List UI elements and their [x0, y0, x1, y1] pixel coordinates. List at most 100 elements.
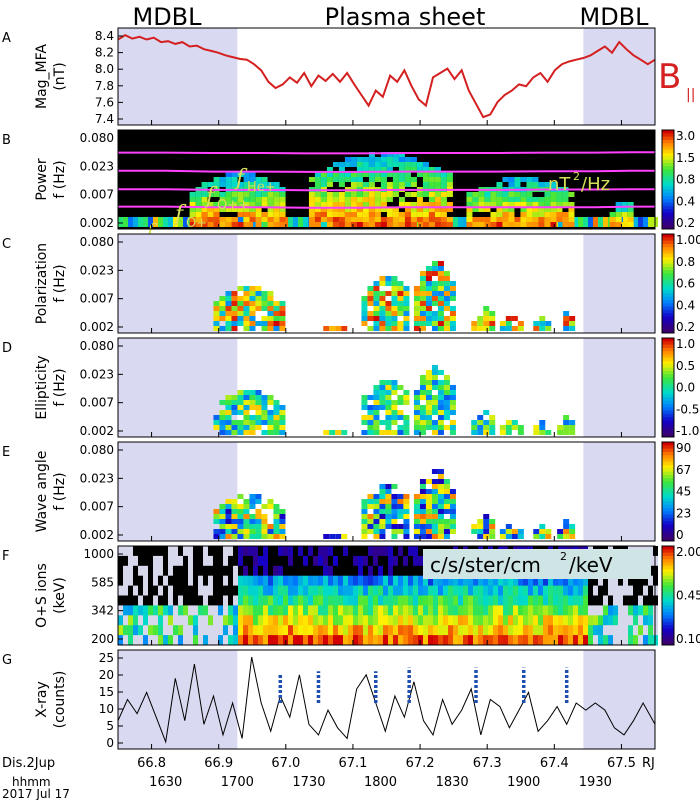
panel-f-spectrogram-cell — [148, 555, 153, 567]
panel-c-spectrogram-cell — [255, 321, 262, 326]
panel-f-spectrogram-cell — [518, 575, 523, 587]
panel-b-spectrogram-cell — [514, 222, 521, 227]
panel-f-spectrogram-cell — [328, 635, 333, 646]
panel-c-spectrogram-cell — [367, 291, 374, 296]
panel-f-spectrogram-cell — [283, 605, 288, 616]
panel-c-spectrogram-cell — [499, 326, 506, 331]
panel-f-spectrogram-cell — [448, 585, 453, 596]
panel-f-spectrogram-cell — [143, 546, 148, 557]
panel-d-spectrogram-cell — [255, 420, 262, 425]
panel-f-spectrogram-cell — [393, 565, 398, 577]
panel-c-colorbar-cell — [662, 247, 674, 251]
panel-c-colorbar-cell — [662, 273, 674, 278]
panel-e-spectrogram-cell — [477, 534, 484, 539]
panel-f-spectrogram-cell — [513, 575, 518, 587]
panel-c-spectrogram-cell — [477, 321, 484, 326]
panel-c-colorbar-label: 1.00 — [676, 233, 700, 247]
panel-b-spectrogram-cell — [428, 217, 435, 222]
panel-d-spectrogram-cell — [231, 395, 238, 400]
panel-f-spectrogram-cell — [233, 595, 238, 606]
panel-e-spectrogram-cell — [425, 494, 432, 499]
panel-c-spectrogram-cell — [533, 321, 540, 326]
panel-b-spectrogram-cell — [350, 172, 357, 177]
panel-f-spectrogram-cell — [553, 575, 558, 587]
panel-b-spectrogram-cell — [410, 202, 417, 207]
panel-d-spectrogram-cell — [373, 425, 380, 430]
panel-e-colorbar-cell — [662, 508, 674, 512]
panel-e-colorbar-cell — [662, 478, 674, 483]
panel-b-spectrogram-cell — [422, 172, 429, 177]
panel-f-spectrogram-cell — [373, 546, 378, 557]
panel-f-spectrogram-cell — [268, 555, 273, 567]
panel-b-spectrogram-cell — [368, 157, 375, 162]
panel-f-spectrogram-cell — [403, 635, 408, 646]
panel-b-colorbar-cell — [662, 199, 674, 204]
panel-b-spectrogram-cell — [386, 192, 393, 197]
panel-b-spectrogram-cell — [472, 192, 479, 197]
panel-f-spectrogram-cell — [368, 605, 373, 616]
panel-g-ytick-label: 25 — [99, 651, 114, 665]
panel-f-spectrogram-cell — [463, 635, 468, 646]
panel-f-spectrogram-cell — [238, 575, 243, 587]
panel-c-spectrogram-cell — [391, 321, 398, 326]
panel-e-spectrogram-cell — [437, 514, 444, 519]
panel-e-colorbar-label: 90 — [676, 441, 691, 455]
panel-e-spectrogram-cell — [225, 509, 232, 514]
panel-f-spectrogram-cell — [573, 615, 578, 626]
panel-f-spectrogram-cell — [118, 565, 123, 577]
panel-e-spectrogram-cell — [267, 504, 274, 509]
panel-d-spectrogram-cell — [431, 380, 438, 385]
panel-f-spectrogram-cell — [313, 595, 318, 606]
panel-b-spectrogram-cell — [386, 197, 393, 202]
panel-e-spectrogram-cell — [419, 514, 426, 519]
panel-f-spectrogram-cell — [158, 635, 163, 646]
panel-e-spectrogram-cell — [273, 524, 280, 529]
panel-b-spectrogram-cell — [410, 217, 417, 222]
panel-a-ylabel-unit: (nT) — [52, 62, 68, 90]
panel-f-spectrogram-cell — [173, 615, 178, 626]
panel-b-spectrogram-cell — [526, 222, 533, 227]
panel-b-lowband-cell — [168, 217, 173, 227]
panel-f-spectrogram-cell — [118, 575, 123, 587]
panel-b-spectrogram-cell — [502, 192, 509, 197]
panel-b-spectrogram-cell — [562, 212, 569, 217]
panel-e-spectrogram-cell — [225, 514, 232, 519]
panel-f-spectrogram-cell — [418, 575, 423, 587]
panel-c-colorbar-label: 0.6 — [676, 277, 695, 291]
panel-f-spectrogram-cell — [638, 575, 643, 587]
panel-c-colorbar-cell — [662, 263, 674, 268]
panel-d-spectrogram-cell — [413, 415, 420, 420]
panel-f-spectrogram-cell — [598, 615, 603, 626]
panel-f-spectrogram-cell — [153, 605, 158, 616]
panel-f-spectrogram-cell — [168, 555, 173, 567]
panel-b-spectrogram-cell — [538, 202, 545, 207]
panel-c-spectrogram-cell — [471, 326, 478, 331]
panel-d-spectrogram-cell — [367, 425, 374, 430]
panel-f-spectrogram-cell — [173, 575, 178, 587]
panel-c-spectrogram-cell — [261, 296, 268, 301]
panel-d-spectrogram-cell — [563, 415, 570, 420]
panel-b-spectrogram-cell — [422, 222, 429, 227]
panel-b-spectrogram-cell — [478, 222, 485, 227]
panel-e-spectrogram-cell — [255, 534, 262, 539]
panel-f-spectrogram-cell — [293, 605, 298, 616]
panel-b-spectrogram-cell — [314, 177, 321, 182]
panel-f-spectrogram-cell — [578, 575, 583, 587]
panel-c-spectrogram-cell — [483, 316, 490, 321]
panel-d-spectrogram-cell — [279, 410, 286, 415]
panel-f-spectrogram-cell — [283, 575, 288, 587]
panel-f-spectrogram-cell — [558, 585, 563, 596]
panel-d-spectrogram-cell — [373, 395, 380, 400]
panel-b-spectrogram-cell — [556, 202, 563, 207]
panel-e-spectrogram-cell — [279, 514, 286, 519]
panel-b-spectrogram-cell — [380, 192, 387, 197]
panel-b-spectrogram-cell — [320, 207, 327, 212]
panel-c-spectrogram-cell — [341, 326, 348, 331]
panel-e-spectrogram-cell — [361, 519, 368, 524]
panel-b-lowband-cell — [643, 217, 648, 227]
panel-d-ylabel: Ellipticity — [34, 355, 50, 419]
panel-e-spectrogram-cell — [361, 499, 368, 504]
panel-f-spectrogram-cell — [383, 546, 388, 557]
panel-f-spectrogram-cell — [483, 625, 488, 636]
panel-f-spectrogram-cell — [483, 615, 488, 626]
